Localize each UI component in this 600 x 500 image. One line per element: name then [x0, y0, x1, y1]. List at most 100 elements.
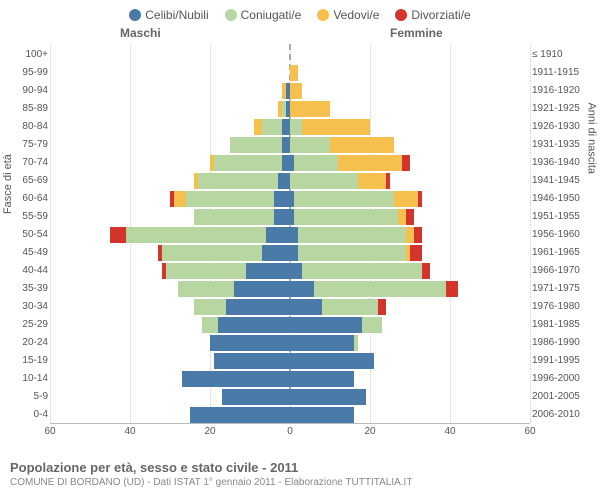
- birth-year-label: 1976-1980: [532, 301, 592, 312]
- bar-female: [290, 245, 422, 261]
- legend-dot: [317, 9, 329, 21]
- age-label: 10-14: [10, 373, 48, 384]
- bar-male: [202, 317, 290, 333]
- birth-year-label: 1911-1915: [532, 67, 592, 78]
- bar-segment: [126, 227, 266, 243]
- bar-female: [290, 227, 422, 243]
- plot: 100+≤ 191095-991911-191590-941916-192085…: [50, 44, 530, 424]
- bar-segment: [230, 137, 282, 153]
- age-label: 100+: [10, 49, 48, 60]
- bar-segment: [314, 281, 446, 297]
- birth-year-label: 1971-1975: [532, 283, 592, 294]
- bar-female: [290, 101, 330, 117]
- bar-segment: [290, 299, 322, 315]
- pyramid-row: 20-241986-1990: [50, 334, 530, 352]
- legend-label: Divorziati/e: [411, 8, 470, 22]
- bar-segment: [178, 281, 234, 297]
- legend-dot: [129, 9, 141, 21]
- age-label: 50-54: [10, 229, 48, 240]
- x-tick-label: 60: [524, 426, 535, 437]
- birth-year-label: 1951-1955: [532, 211, 592, 222]
- bar-segment: [294, 209, 398, 225]
- bar-segment: [214, 155, 282, 171]
- bar-segment: [278, 173, 290, 189]
- bar-male: [282, 83, 290, 99]
- birth-year-label: 1961-1965: [532, 247, 592, 258]
- bar-segment: [302, 263, 422, 279]
- legend-item-coniugati: Coniugati/e: [225, 8, 302, 22]
- pyramid-row: 65-691941-1945: [50, 172, 530, 190]
- x-axis: 6040200204060: [50, 426, 530, 446]
- chart-title: Popolazione per età, sesso e stato civil…: [10, 460, 590, 475]
- bar-female: [290, 173, 390, 189]
- age-label: 40-44: [10, 265, 48, 276]
- pyramid-row: 15-191991-1995: [50, 352, 530, 370]
- bar-segment: [422, 263, 430, 279]
- bar-female: [290, 371, 354, 387]
- birth-year-label: 1921-1925: [532, 103, 592, 114]
- birth-year-label: 1991-1995: [532, 355, 592, 366]
- bar-segment: [166, 263, 246, 279]
- bar-segment: [182, 371, 290, 387]
- birth-year-label: 1996-2000: [532, 373, 592, 384]
- bar-segment: [418, 191, 422, 207]
- bar-segment: [378, 299, 386, 315]
- legend-item-celibi: Celibi/Nubili: [129, 8, 208, 22]
- age-label: 85-89: [10, 103, 48, 114]
- pyramid-row: 60-641946-1950: [50, 190, 530, 208]
- bar-segment: [274, 209, 290, 225]
- bar-female: [290, 281, 458, 297]
- bar-female: [290, 389, 366, 405]
- bar-male: [254, 119, 290, 135]
- bar-female: [290, 155, 410, 171]
- pyramid-row: 40-441966-1970: [50, 262, 530, 280]
- bar-male: [190, 407, 290, 423]
- age-label: 65-69: [10, 175, 48, 186]
- birth-year-label: 2006-2010: [532, 409, 592, 420]
- bar-segment: [386, 173, 390, 189]
- bar-segment: [290, 83, 302, 99]
- pyramid-row: 5-92001-2005: [50, 388, 530, 406]
- bar-segment: [446, 281, 458, 297]
- bar-segment: [394, 191, 418, 207]
- x-tick-label: 60: [44, 426, 55, 437]
- birth-year-label: 2001-2005: [532, 391, 592, 402]
- bar-segment: [174, 191, 186, 207]
- pyramid-row: 70-741936-1940: [50, 154, 530, 172]
- age-label: 80-84: [10, 121, 48, 132]
- birth-year-label: 1966-1970: [532, 265, 592, 276]
- birth-year-label: 1926-1930: [532, 121, 592, 132]
- birth-year-label: 1946-1950: [532, 193, 592, 204]
- pyramid-row: 55-591951-1955: [50, 208, 530, 226]
- birth-year-label: 1986-1990: [532, 337, 592, 348]
- bar-segment: [290, 227, 298, 243]
- age-label: 70-74: [10, 157, 48, 168]
- bar-segment: [290, 389, 366, 405]
- bar-segment: [290, 173, 358, 189]
- pyramid-row: 35-391971-1975: [50, 280, 530, 298]
- grid-line: [530, 44, 531, 423]
- bar-segment: [162, 245, 262, 261]
- bar-male: [194, 299, 290, 315]
- bar-segment: [290, 119, 302, 135]
- bar-segment: [254, 119, 262, 135]
- bar-female: [290, 317, 382, 333]
- bar-segment: [398, 209, 406, 225]
- legend-dot: [395, 9, 407, 21]
- pyramid-row: 95-991911-1915: [50, 64, 530, 82]
- legend-label: Vedovi/e: [333, 8, 379, 22]
- bar-segment: [290, 317, 362, 333]
- bar-segment: [322, 299, 378, 315]
- bar-segment: [406, 227, 414, 243]
- bar-segment: [294, 155, 338, 171]
- bar-segment: [110, 227, 126, 243]
- bar-male: [230, 137, 290, 153]
- bar-male: [158, 245, 290, 261]
- legend-item-vedovi: Vedovi/e: [317, 8, 379, 22]
- bar-male: [278, 101, 290, 117]
- bar-segment: [290, 65, 298, 81]
- bar-female: [290, 353, 374, 369]
- bar-male: [194, 209, 290, 225]
- age-label: 5-9: [10, 391, 48, 402]
- bar-segment: [234, 281, 290, 297]
